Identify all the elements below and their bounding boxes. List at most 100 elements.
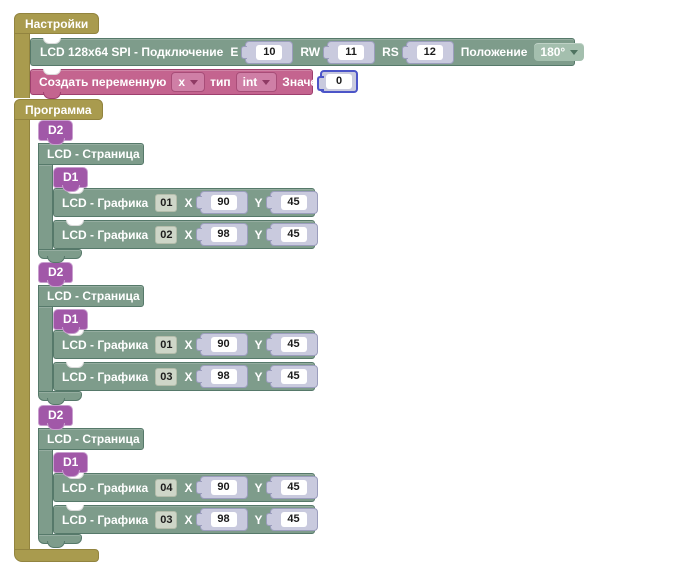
x-value-field[interactable]: 98 (210, 369, 237, 384)
y-value-block[interactable]: 45 (265, 333, 318, 356)
x-label: X (184, 337, 193, 352)
x-value-field[interactable]: 90 (210, 195, 237, 210)
pin-e-value-field[interactable]: 10 (256, 44, 283, 60)
trigger-d2-block[interactable]: D2 (38, 120, 74, 145)
pin-e-label: E (230, 45, 239, 59)
lcd-graphic-row[interactable]: LCD - Графика 01 X 90 Y 45 (53, 330, 318, 359)
lcd-page-label: LCD - Страница (47, 289, 140, 303)
variable-type-dropdown[interactable]: int (235, 72, 278, 92)
value-connector (195, 370, 202, 383)
y-value-field[interactable]: 45 (280, 512, 307, 527)
variable-value-field[interactable]: 0 (326, 74, 352, 89)
value-connector (195, 228, 202, 241)
graphic-id-field[interactable]: 01 (155, 193, 178, 212)
value-connector (401, 45, 408, 59)
x-label: X (184, 195, 193, 210)
settings-label: Настройки (25, 17, 89, 31)
graphic-id-field[interactable]: 04 (155, 478, 178, 497)
settings-block-tab[interactable]: Настройки (14, 13, 100, 34)
program-block-foot (14, 549, 99, 562)
top-notch (66, 362, 84, 368)
x-value-field[interactable]: 98 (210, 512, 237, 527)
x-label: X (184, 480, 193, 495)
pin-rw-value-field[interactable]: 11 (338, 44, 365, 60)
y-value-field[interactable]: 45 (280, 195, 307, 210)
x-value-block[interactable]: 98 (195, 223, 248, 246)
y-value-field[interactable]: 45 (280, 369, 307, 384)
graphic-label: LCD - Графика (62, 480, 149, 495)
y-value-block[interactable]: 45 (265, 191, 318, 214)
page-group-2: D2 LCD - Страница D1 LCD - Графика 01 X … (38, 262, 328, 412)
lcd-page-block-spine (38, 450, 53, 534)
y-value-block[interactable]: 45 (265, 223, 318, 246)
graphic-label: LCD - Графика (62, 195, 149, 210)
graphic-id-field[interactable]: 02 (155, 225, 178, 244)
page-group-3: D2 LCD - Страница D1 LCD - Графика 04 X … (38, 405, 328, 555)
bottom-tab (47, 398, 65, 405)
x-value-block[interactable]: 98 (195, 508, 248, 531)
y-value-field[interactable]: 45 (280, 227, 307, 242)
graphic-label: LCD - Графика (62, 337, 149, 352)
top-notch (43, 38, 61, 44)
graphic-id-field[interactable]: 01 (155, 335, 178, 354)
y-label: Y (254, 512, 263, 527)
page-group-1: D2 LCD - Страница D1 LCD - Графика 01 X … (38, 120, 328, 270)
variable-name-dropdown[interactable]: x (171, 72, 206, 92)
x-value-field[interactable]: 98 (210, 227, 237, 242)
lcd-graphic-row[interactable]: LCD - Графика 04 X 90 Y 45 (53, 473, 318, 502)
trigger-d1-block[interactable]: D1 (53, 452, 89, 477)
pin-e-value-block[interactable]: 10 (241, 40, 294, 64)
value-connector (195, 481, 202, 494)
lcd-page-block-header[interactable]: LCD - Страница (38, 285, 144, 307)
graphic-id-field[interactable]: 03 (155, 367, 178, 386)
x-value-block[interactable]: 90 (195, 476, 248, 499)
lcd-graphic-row[interactable]: LCD - Графика 02 X 98 Y 45 (53, 220, 318, 249)
x-value-block[interactable]: 98 (195, 365, 248, 388)
program-block-spine (14, 120, 30, 549)
lcd-connect-block[interactable]: LCD 128x64 SPI - Подключение E 10 RW 11 … (30, 38, 585, 66)
x-value-block[interactable]: 90 (195, 191, 248, 214)
y-value-block[interactable]: 45 (265, 476, 318, 499)
y-value-field[interactable]: 45 (280, 337, 307, 352)
orientation-dropdown[interactable]: 180° (534, 43, 585, 61)
settings-block-spine (14, 34, 30, 98)
bottom-tab (43, 92, 61, 99)
lcd-page-block-header[interactable]: LCD - Страница (38, 143, 144, 165)
lcd-page-label: LCD - Страница (47, 432, 140, 446)
trigger-d2-block[interactable]: D2 (38, 262, 74, 287)
lcd-graphic-row[interactable]: LCD - Графика 03 X 98 Y 45 (53, 505, 318, 534)
lcd-page-block-spine (38, 165, 53, 249)
top-notch (66, 220, 84, 226)
pin-rw-value-block[interactable]: 11 (323, 40, 376, 64)
trigger-d2-block[interactable]: D2 (38, 405, 74, 430)
graphic-label: LCD - Графика (62, 512, 149, 527)
y-value-block[interactable]: 45 (265, 365, 318, 388)
pin-rs-value-field[interactable]: 12 (416, 44, 443, 60)
trigger-d1-block[interactable]: D1 (53, 309, 89, 334)
x-value-block[interactable]: 90 (195, 333, 248, 356)
pin-rs-label: RS (382, 45, 399, 59)
value-connector (323, 45, 330, 59)
value-connector (265, 481, 272, 494)
x-label: X (184, 227, 193, 242)
trigger-label: D2 (48, 123, 64, 137)
pin-rs-value-block[interactable]: 12 (401, 40, 454, 64)
y-value-block[interactable]: 45 (265, 508, 318, 531)
trigger-d1-block[interactable]: D1 (53, 167, 89, 192)
value-connector (265, 338, 272, 351)
program-label: Программа (25, 103, 92, 117)
x-value-field[interactable]: 90 (210, 480, 237, 495)
lcd-graphic-row[interactable]: LCD - Графика 03 X 98 Y 45 (53, 362, 318, 391)
program-block-tab[interactable]: Программа (14, 99, 103, 120)
variable-value-block[interactable]: 0 (317, 70, 358, 93)
x-value-field[interactable]: 90 (210, 337, 237, 352)
create-variable-block[interactable]: Создать переменную x тип int Значение (30, 69, 338, 99)
graphic-id-field[interactable]: 03 (155, 510, 178, 529)
bottom-tab (47, 541, 65, 548)
y-label: Y (254, 337, 263, 352)
lcd-graphic-row[interactable]: LCD - Графика 01 X 90 Y 45 (53, 188, 318, 217)
lcd-page-block-header[interactable]: LCD - Страница (38, 428, 144, 450)
value-connector (265, 370, 272, 383)
y-value-field[interactable]: 45 (280, 480, 307, 495)
